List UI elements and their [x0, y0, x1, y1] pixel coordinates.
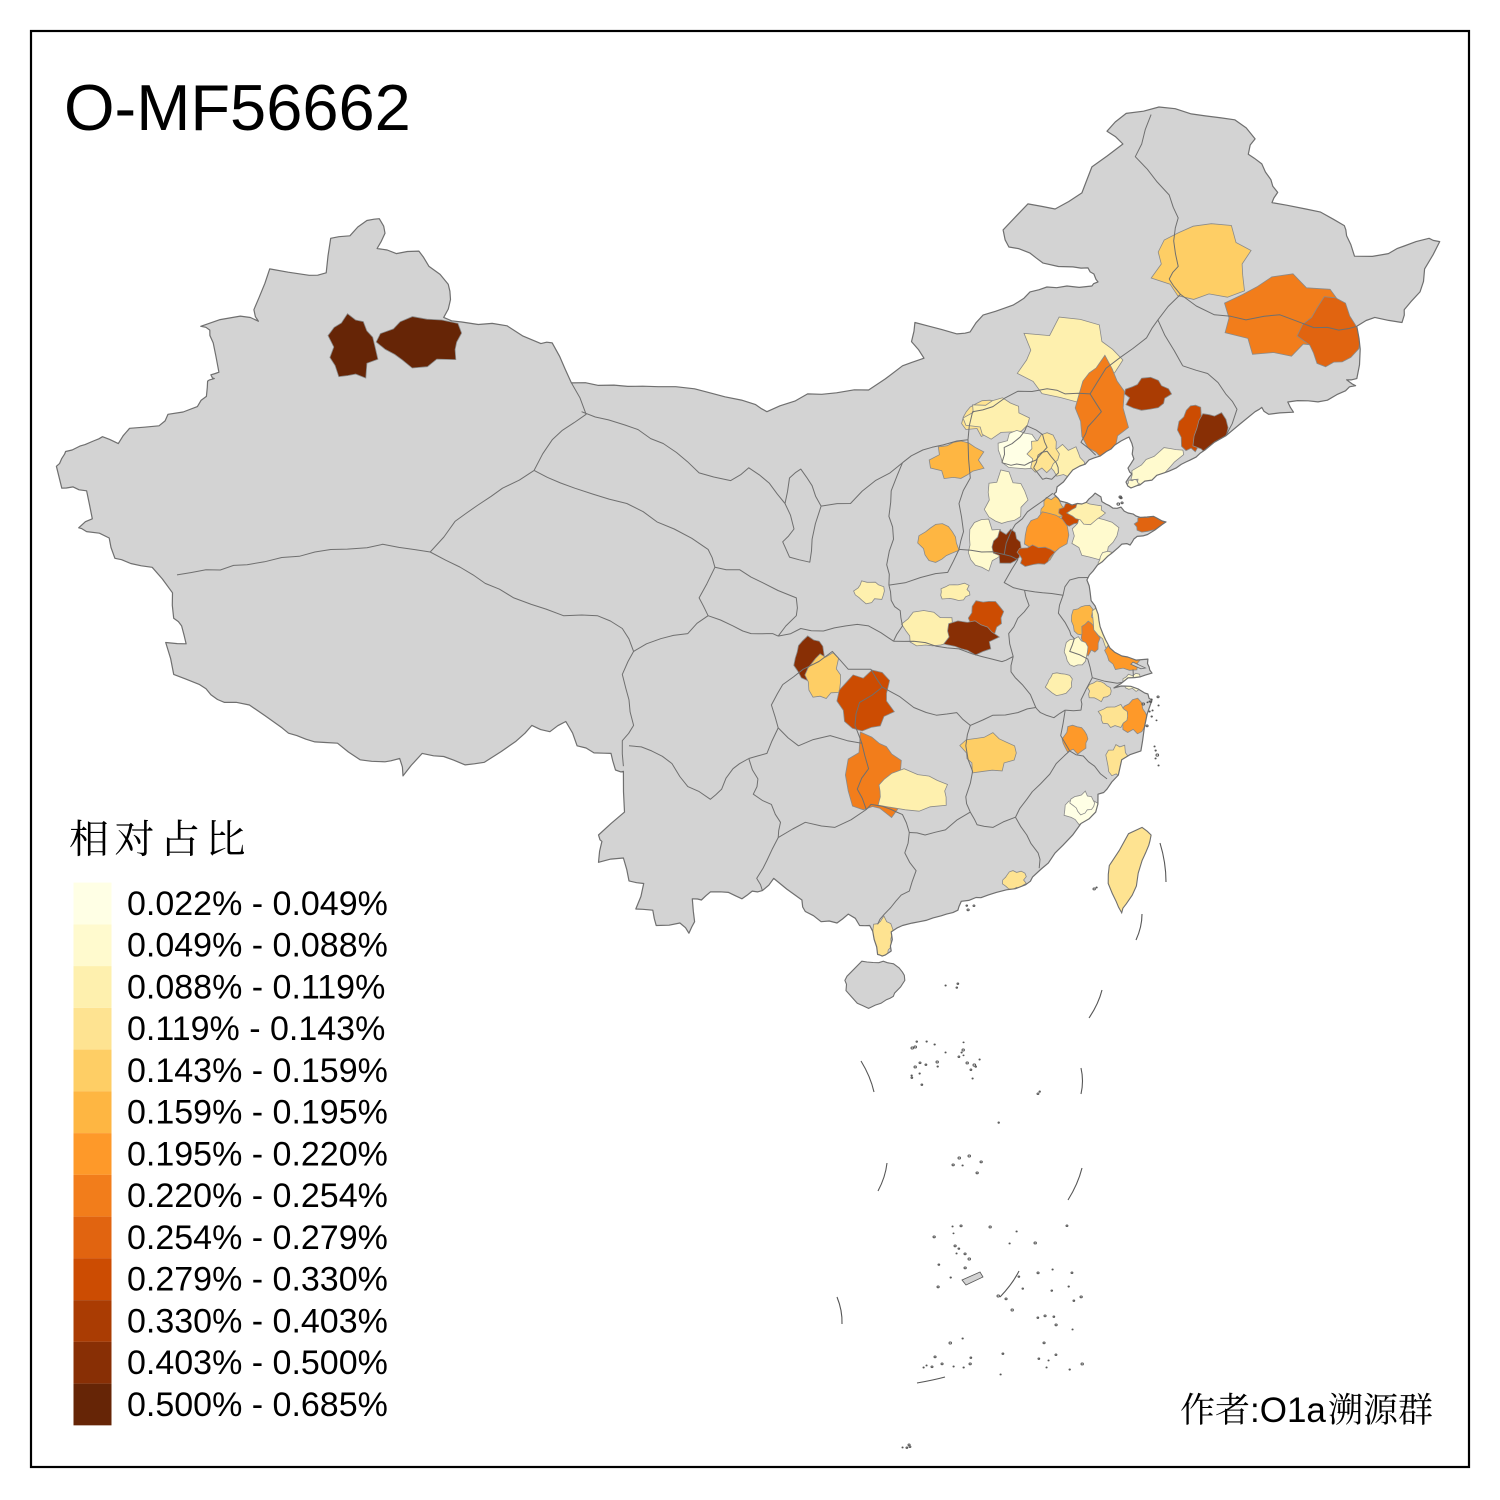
svg-text:0.159% - 0.195%: 0.159% - 0.195% — [127, 1094, 388, 1132]
svg-text:O-MF56662: O-MF56662 — [64, 71, 411, 144]
svg-text:0.220% - 0.254%: 0.220% - 0.254% — [127, 1177, 388, 1215]
svg-text:0.143% - 0.159%: 0.143% - 0.159% — [127, 1052, 388, 1090]
svg-text:0.049% - 0.088%: 0.049% - 0.088% — [127, 927, 388, 965]
svg-text::O1a: :O1a — [1250, 1391, 1326, 1430]
svg-text:0.088% - 0.119%: 0.088% - 0.119% — [127, 969, 385, 1007]
svg-text:0.500% - 0.685%: 0.500% - 0.685% — [127, 1386, 388, 1424]
svg-text:0.330% - 0.403%: 0.330% - 0.403% — [127, 1303, 388, 1341]
svg-text:0.022% - 0.049%: 0.022% - 0.049% — [127, 885, 388, 923]
svg-text:0.119% - 0.143%: 0.119% - 0.143% — [127, 1010, 385, 1048]
svg-text:0.403% - 0.500%: 0.403% - 0.500% — [127, 1344, 388, 1382]
svg-text:0.254% - 0.279%: 0.254% - 0.279% — [127, 1219, 388, 1257]
svg-text:0.279% - 0.330%: 0.279% - 0.330% — [127, 1261, 388, 1299]
svg-text:0.195% - 0.220%: 0.195% - 0.220% — [127, 1136, 388, 1174]
